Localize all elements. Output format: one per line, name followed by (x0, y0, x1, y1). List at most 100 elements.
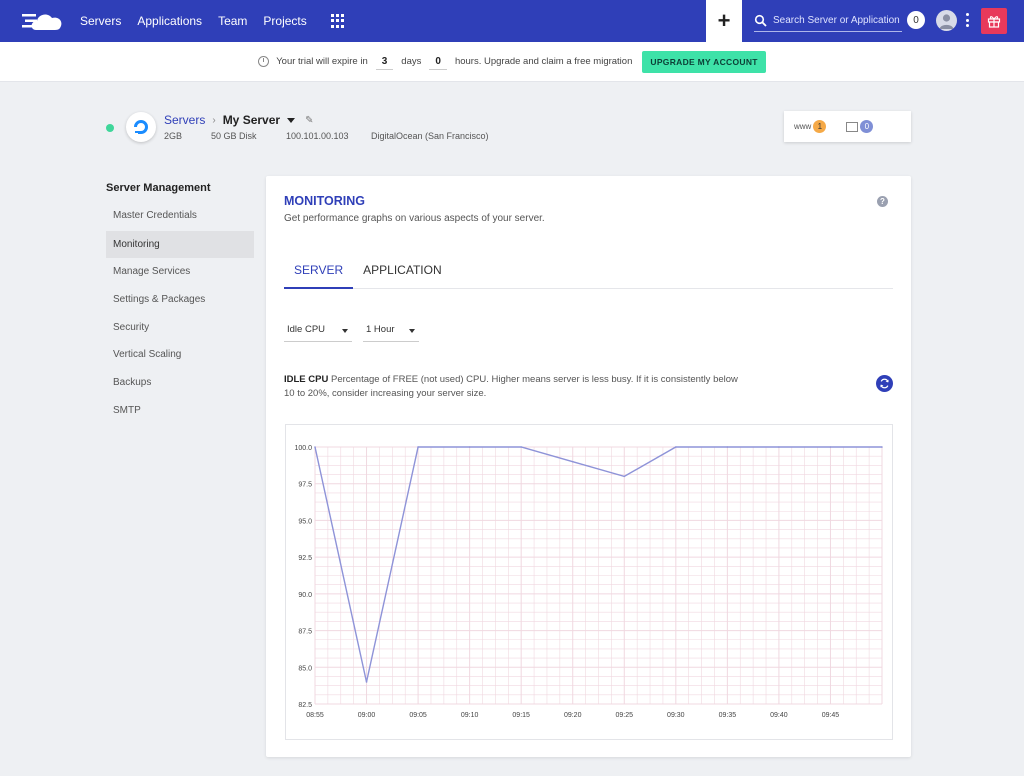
chart-x-tick-label: 09:20 (564, 712, 582, 719)
server-ram: 2GB (164, 131, 183, 141)
sidebar-item-monitoring[interactable]: Monitoring (106, 231, 254, 258)
edit-pencil-icon[interactable]: ✎ (305, 114, 314, 126)
digitalocean-logo-icon (126, 112, 156, 142)
chart-data-point (365, 681, 368, 683)
metric-description-title: IDLE CPU (284, 374, 329, 385)
trial-banner: Your trial will expire in 3 days 0 hours… (0, 42, 1024, 82)
server-provider: DigitalOcean (San Francisco) (371, 131, 489, 141)
more-options-icon[interactable] (966, 13, 970, 27)
tab-application[interactable]: APPLICATION (363, 263, 442, 277)
chart-x-tick-label: 09:35 (719, 712, 737, 719)
nav-applications[interactable]: Applications (137, 14, 203, 28)
chart-y-tick-label: 85.0 (298, 665, 312, 672)
add-new-button[interactable]: + (706, 0, 742, 42)
chart-y-tick-label: 100.0 (294, 445, 312, 452)
chart-y-tick-label: 92.5 (298, 555, 312, 562)
www-count-badge: 1 (813, 120, 827, 133)
upgrade-account-button[interactable]: UPGRADE MY ACCOUNT (642, 50, 766, 73)
metric-description: IDLE CPU Percentage of FREE (not used) C… (284, 373, 744, 401)
refresh-icon[interactable] (876, 375, 893, 392)
sidebar-item-smtp[interactable]: SMTP (113, 405, 141, 416)
files-icon[interactable] (846, 121, 859, 132)
gift-icon[interactable] (981, 8, 1007, 34)
sidebar-item-manage-services[interactable]: Manage Services (113, 266, 191, 277)
user-avatar[interactable] (936, 10, 957, 31)
top-navbar: Servers Applications Team Projects + 0 (0, 0, 1024, 42)
sidebar-item-master-credentials[interactable]: Master Credentials (113, 210, 197, 221)
main-nav: Servers Applications Team Projects (80, 14, 323, 28)
chart-x-tick-label: 09:15 (512, 712, 530, 719)
chart-y-tick-label: 97.5 (298, 482, 312, 489)
sidebar-item-backups[interactable]: Backups (113, 377, 152, 388)
sidebar-title: Server Management (106, 182, 211, 194)
sidebar-item-settings-packages[interactable]: Settings & Packages (113, 294, 206, 305)
trial-prefix-text: Your trial will expire in (276, 56, 368, 67)
chart-data-point (623, 475, 626, 478)
www-apps-count[interactable]: www 1 (794, 120, 827, 133)
breadcrumb: Servers › My Server ✎ (164, 113, 313, 127)
chart-data-point (881, 446, 883, 448)
files-count-badge: 0 (860, 120, 874, 133)
metric-select-value: Idle CPU (287, 324, 326, 335)
metric-select[interactable]: Idle CPU (284, 318, 352, 342)
server-status-indicator (106, 124, 114, 132)
server-name[interactable]: My Server (222, 113, 281, 127)
nav-team[interactable]: Team (218, 14, 248, 28)
page-title: MONITORING (284, 194, 366, 208)
chart-y-tick-label: 87.5 (298, 629, 312, 636)
chart-svg: 100.0 97.5 95.0 92.5 90.0 87.5 85.0 82.5 08:55 09… (294, 445, 883, 719)
monitoring-tabs: SERVER APPLICATION (284, 258, 893, 289)
chevron-down-icon (342, 329, 348, 333)
chart-x-tick-label: 09:00 (358, 712, 376, 719)
chart-y-tick-label: 82.5 (298, 702, 312, 709)
chart-x-tick-label: 09:30 (667, 712, 685, 719)
chart-data-point (520, 446, 522, 448)
trial-suffix-text: hours. Upgrade and claim a free migratio… (454, 56, 633, 67)
clock-icon (258, 56, 270, 67)
chart-data-point (314, 446, 316, 448)
chart-data-point (468, 446, 471, 448)
trial-hours-value: 0 (429, 54, 447, 70)
sidebar-item-vertical-scaling[interactable]: Vertical Scaling (113, 349, 182, 360)
apps-grid-icon[interactable] (330, 14, 345, 28)
server-disk: 50 GB Disk (211, 131, 257, 141)
chart-x-tick-label: 09:45 (822, 712, 840, 719)
chart-y-tick-label: 95.0 (298, 518, 312, 525)
trial-days-label: days (401, 56, 422, 67)
cloudways-logo-icon[interactable] (22, 9, 66, 33)
chart-x-tick-label: 09:40 (770, 712, 788, 719)
chart-data-point (417, 446, 419, 448)
trial-days-value: 3 (375, 54, 394, 70)
page-subtitle: Get performance graphs on various aspect… (284, 213, 545, 224)
chevron-down-icon (409, 329, 415, 333)
server-ip: 100.101.00.103 (286, 131, 349, 141)
chart-data-point (726, 446, 729, 448)
chart-data-point (829, 446, 832, 448)
tab-server[interactable]: SERVER (284, 258, 354, 289)
search-icon (754, 14, 768, 28)
nav-servers[interactable]: Servers (80, 14, 122, 28)
chart-x-tick-label: 09:05 (409, 712, 427, 719)
breadcrumb-servers-link[interactable]: Servers (164, 113, 206, 127)
chart-x-tick-label: 09:25 (616, 712, 634, 719)
server-counts-widget: www 1 0 (784, 111, 911, 142)
help-icon[interactable]: ? (877, 196, 888, 207)
notification-count-badge[interactable]: 0 (907, 11, 925, 29)
chart-data-point (675, 446, 677, 448)
nav-projects[interactable]: Projects (263, 14, 307, 28)
chart-x-tick-label: 09:10 (461, 712, 479, 719)
chart-series-line (314, 446, 882, 683)
chart-data-point (571, 460, 574, 463)
time-range-select-value: 1 Hour (366, 324, 395, 335)
sidebar-item-security[interactable]: Security (113, 322, 150, 333)
chart-x-tick-label: 08:55 (306, 712, 324, 719)
monitoring-card: MONITORING Get performance graphs on var… (266, 176, 911, 757)
chevron-right-icon: › (212, 114, 216, 126)
time-range-select[interactable]: 1 Hour (363, 318, 419, 342)
search-input[interactable] (773, 15, 901, 26)
chart-y-tick-label: 90.0 (298, 592, 312, 599)
server-switch-dropdown-icon[interactable] (287, 117, 296, 123)
search-box (754, 10, 902, 32)
www-label: www (794, 122, 812, 131)
idle-cpu-chart: 100.0 97.5 95.0 92.5 90.0 87.5 85.0 82.5 08:55 09… (285, 424, 893, 740)
